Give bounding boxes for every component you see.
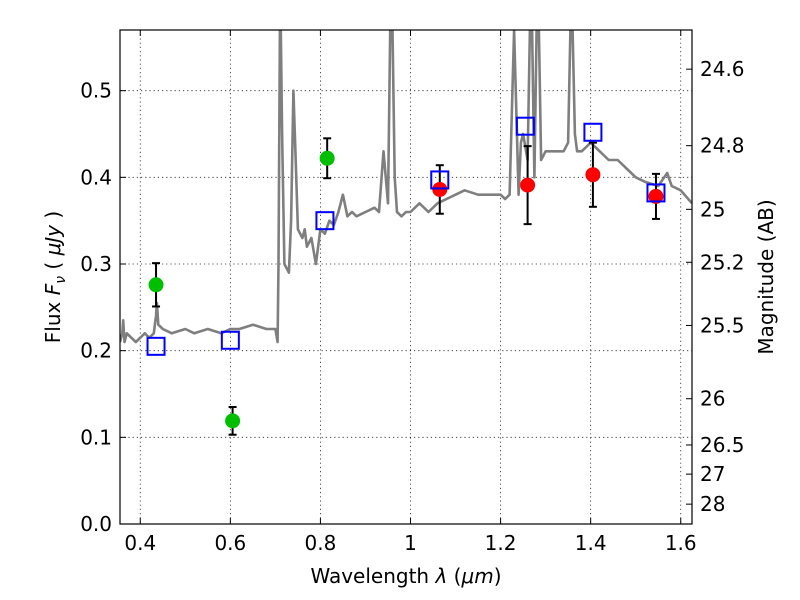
- y-tick-label: 0.0: [80, 512, 112, 536]
- model-photometry-square: [220, 330, 240, 350]
- y-axis-title: Flux Fν ( μJy ): [41, 211, 69, 343]
- x-tick-label: 0.4: [124, 531, 156, 555]
- x-tick-label: 0.8: [305, 531, 337, 555]
- model-photometry-square: [146, 336, 166, 356]
- data-point: [648, 188, 664, 204]
- model-sed-line: [120, 30, 692, 344]
- mag-tick-label: 24.6: [700, 57, 745, 81]
- model-photometry-square: [515, 116, 535, 136]
- x-tick-label: 1.2: [485, 531, 517, 555]
- mag-tick-label: 27: [700, 462, 725, 486]
- mag-tick-label: 28: [700, 492, 725, 516]
- x-tick-label: 1: [404, 531, 417, 555]
- mag-tick-label: 25: [700, 197, 725, 221]
- y2-axis-title: Magnitude (AB): [754, 199, 778, 354]
- axis-ticks: 0.4 0.6 0.8 1 1.2 1.4 1.6 0.0 0.1 0.2 0.3 0.4 0.5 24.…: [80, 30, 745, 555]
- mag-tick-label: 26.5: [700, 433, 745, 457]
- data-point: [585, 167, 601, 183]
- y-tick-label: 0.2: [80, 339, 112, 363]
- model-photometry-square: [315, 211, 335, 231]
- data-point: [520, 177, 536, 193]
- model-photometry-square: [430, 170, 450, 190]
- model-photometry-square: [583, 122, 603, 142]
- mag-tick-label: 25.5: [700, 313, 745, 337]
- data-point: [432, 181, 448, 197]
- data-point: [225, 413, 241, 429]
- mag-tick-label: 25.2: [700, 250, 745, 274]
- mag-tick-label: 26: [700, 387, 725, 411]
- x-tick-label: 1.4: [575, 531, 607, 555]
- data-point: [148, 277, 164, 293]
- x-axis-title: Wavelength λ (μm): [310, 564, 501, 588]
- mag-tick-label: 24.8: [700, 134, 745, 158]
- y-tick-label: 0.3: [80, 252, 112, 276]
- y-tick-label: 0.5: [80, 79, 112, 103]
- y-tick-label: 0.4: [80, 165, 112, 189]
- plot-area: [120, 30, 692, 436]
- y-tick-label: 0.1: [80, 425, 112, 449]
- x-tick-label: 0.6: [214, 531, 246, 555]
- x-tick-label: 1.6: [665, 531, 697, 555]
- plot-frame: [119, 29, 693, 525]
- model-photometry-square: [646, 183, 666, 203]
- data-point: [319, 150, 335, 166]
